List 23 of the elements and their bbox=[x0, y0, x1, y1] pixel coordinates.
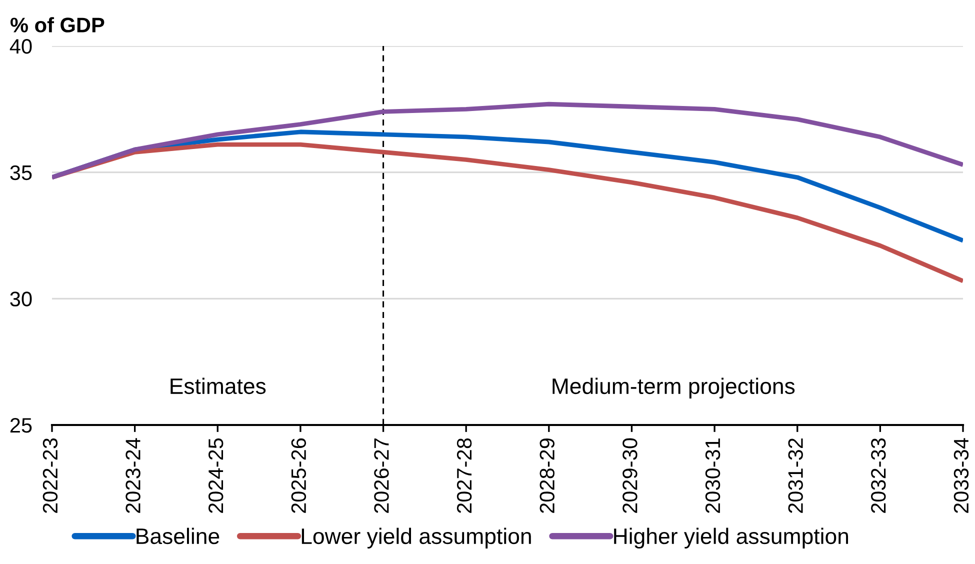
line-series bbox=[52, 102, 963, 180]
x-tick-label: 2032-33 bbox=[871, 438, 886, 513]
x-tick-label: 2023-24 bbox=[126, 438, 140, 513]
y-tick-label: 40 bbox=[10, 39, 32, 54]
legend-label: Lower yield assumption bbox=[302, 528, 531, 549]
annotation: Medium-term projections bbox=[552, 378, 795, 398]
x-tick-label: 2026-27 bbox=[374, 438, 389, 513]
legend-label: Baseline bbox=[136, 528, 220, 544]
y-tick-label: 25 bbox=[10, 418, 32, 433]
annotation: Estimates bbox=[170, 378, 266, 394]
x-tick-label: 2028-29 bbox=[540, 438, 554, 513]
x-tick-label: 2024-25 bbox=[208, 438, 224, 513]
y-tick-label: 35 bbox=[10, 165, 32, 180]
x-tick-label: 2033-34 bbox=[954, 438, 969, 513]
x-tick-label: 2029-30 bbox=[622, 438, 638, 513]
x-tick-label: 2027-28 bbox=[456, 438, 472, 513]
x-tick-label: 2030-31 bbox=[705, 438, 720, 513]
y-tick-label: 30 bbox=[10, 292, 32, 306]
x-tick-label: 2025-26 bbox=[291, 438, 306, 513]
x-tick-label: 2031-32 bbox=[788, 438, 803, 513]
x-tick-label: 2022-23 bbox=[42, 438, 58, 513]
y-axis-title: % of GDP bbox=[10, 17, 104, 32]
legend-label: Higher yield assumption bbox=[614, 528, 848, 549]
